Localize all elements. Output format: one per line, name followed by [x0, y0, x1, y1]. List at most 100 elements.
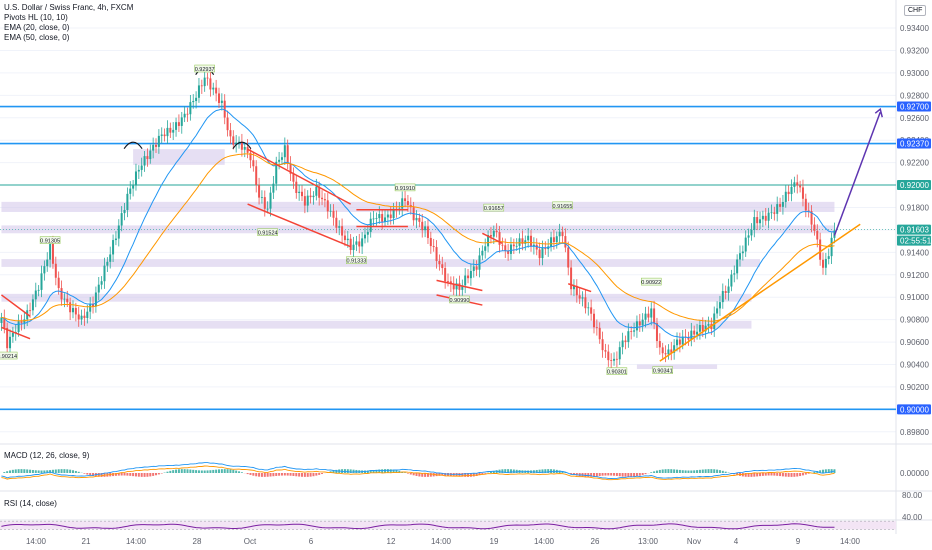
candle-body [535, 244, 538, 250]
candle-body [530, 235, 533, 247]
price-tag [897, 224, 931, 235]
macd-histogram-bar [830, 469, 833, 473]
macd-histogram-bar [306, 473, 309, 477]
macd-histogram-bar [200, 470, 203, 473]
macd-histogram-bar [149, 473, 152, 477]
macd-label[interactable]: MACD (12, 26, close, 9) [4, 451, 90, 460]
candle-body [761, 215, 764, 220]
macd-histogram-bar [747, 473, 750, 477]
candle-body [186, 113, 189, 115]
macd-histogram-bar [641, 473, 644, 475]
macd-histogram-bar [183, 469, 186, 473]
candle-body [37, 289, 40, 291]
macd-histogram-bar [827, 469, 830, 473]
candle-body [372, 218, 375, 220]
candle-body [635, 321, 638, 331]
candle-body [429, 237, 432, 247]
macd-histogram-bar [801, 473, 804, 476]
macd-histogram-bar [607, 473, 610, 476]
macd-histogram-bar [100, 473, 103, 477]
candle-body [670, 349, 673, 353]
currency-button[interactable]: CHF [904, 5, 927, 16]
price-axis[interactable]: 0.89800 0.90000 0.90200 0.90400 0.90600 0.908… [897, 24, 932, 522]
candle-body [303, 196, 306, 206]
trendlines[interactable] [0, 67, 883, 362]
pivot-box [257, 228, 278, 236]
candle-body [57, 277, 60, 289]
pivot-box [652, 366, 673, 374]
macd-histogram-bar [346, 469, 349, 473]
candle-body [521, 238, 524, 244]
rsi-pane [0, 520, 896, 530]
candle-body [155, 144, 158, 147]
candle-body [126, 193, 129, 210]
candle-body [555, 236, 558, 243]
macd-histogram-bar [627, 473, 630, 477]
macd-histogram-bar [736, 473, 739, 476]
candle-body [212, 87, 215, 90]
macd-histogram-bar [266, 473, 269, 477]
candle-body [381, 214, 384, 222]
price-tick: 0.90200 [900, 383, 929, 392]
candle-body [375, 218, 378, 219]
candle-body [355, 241, 358, 245]
candle-body [512, 244, 515, 247]
macd-histogram-bar [681, 470, 684, 473]
macd-histogram-bar [6, 471, 9, 473]
rsi-label[interactable]: RSI (14, close) [4, 499, 57, 508]
macd-histogram-bar [223, 469, 226, 473]
macd-histogram-bar [278, 473, 281, 476]
macd-histogram-bar [114, 473, 117, 476]
indicator-ema20[interactable]: EMA (20, close, 0) [4, 23, 70, 32]
candle-body [552, 237, 555, 243]
macd-histogram-bar [644, 473, 647, 475]
pivot-label: 0.90922 [641, 280, 661, 286]
price-tag [897, 180, 931, 191]
macd-histogram-bar [650, 472, 653, 473]
candle-body [172, 129, 175, 133]
candle-body [217, 93, 220, 103]
time-tick: Nov [687, 537, 701, 546]
macd-histogram-bar [753, 473, 756, 477]
trendline-trend [567, 283, 592, 293]
candle-body [175, 122, 178, 130]
candle-body [421, 221, 424, 231]
macd-histogram-bar [756, 473, 759, 477]
indicator-ema50[interactable]: EMA (50, close, 0) [4, 33, 70, 42]
horizontal-levels[interactable] [0, 105, 896, 411]
macd-histogram-bar [807, 473, 810, 474]
macd-histogram-bar [716, 469, 719, 473]
macd-histogram-bar [229, 469, 232, 473]
macd-histogram-bar [724, 471, 727, 473]
candle-body [266, 208, 269, 210]
candle-body [790, 186, 793, 195]
macd-histogram-bar [86, 473, 89, 475]
macd-histogram-bar [152, 473, 155, 476]
chart-legend: U.S. Dollar / Swiss Franc, 4h, FXCM Pivo… [4, 3, 133, 43]
candle-body [3, 317, 6, 328]
macd-histogram-bar [57, 469, 60, 473]
macd-histogram-bar [781, 473, 784, 477]
macd-histogram-bar [655, 470, 658, 473]
macd-histogram-bar [51, 469, 54, 473]
macd-histogram-bar [790, 473, 793, 477]
macd-histogram-bar [378, 469, 381, 473]
time-axis[interactable]: 14:00 21 14:00 28 Oct 6 12 14:00 19 14:00 26 13:00 N… [26, 537, 861, 546]
candle-body [721, 291, 724, 303]
candle-body [415, 217, 418, 221]
candle-body [770, 212, 773, 214]
macd-histogram-bar [232, 469, 235, 473]
candle-body [607, 351, 610, 361]
candle-body [29, 310, 32, 312]
candle-body [481, 250, 484, 256]
candle-body [369, 218, 372, 232]
macd-histogram-bar [289, 473, 292, 476]
macd-histogram-bar [412, 473, 415, 476]
candle-body [69, 302, 72, 313]
indicator-pivots[interactable]: Pivots HL (10, 10) [4, 13, 68, 22]
candle-body [272, 183, 275, 193]
candle-body [776, 204, 779, 214]
macd-histogram-bar [177, 469, 180, 473]
pivot-label: 0.90341 [653, 369, 673, 375]
